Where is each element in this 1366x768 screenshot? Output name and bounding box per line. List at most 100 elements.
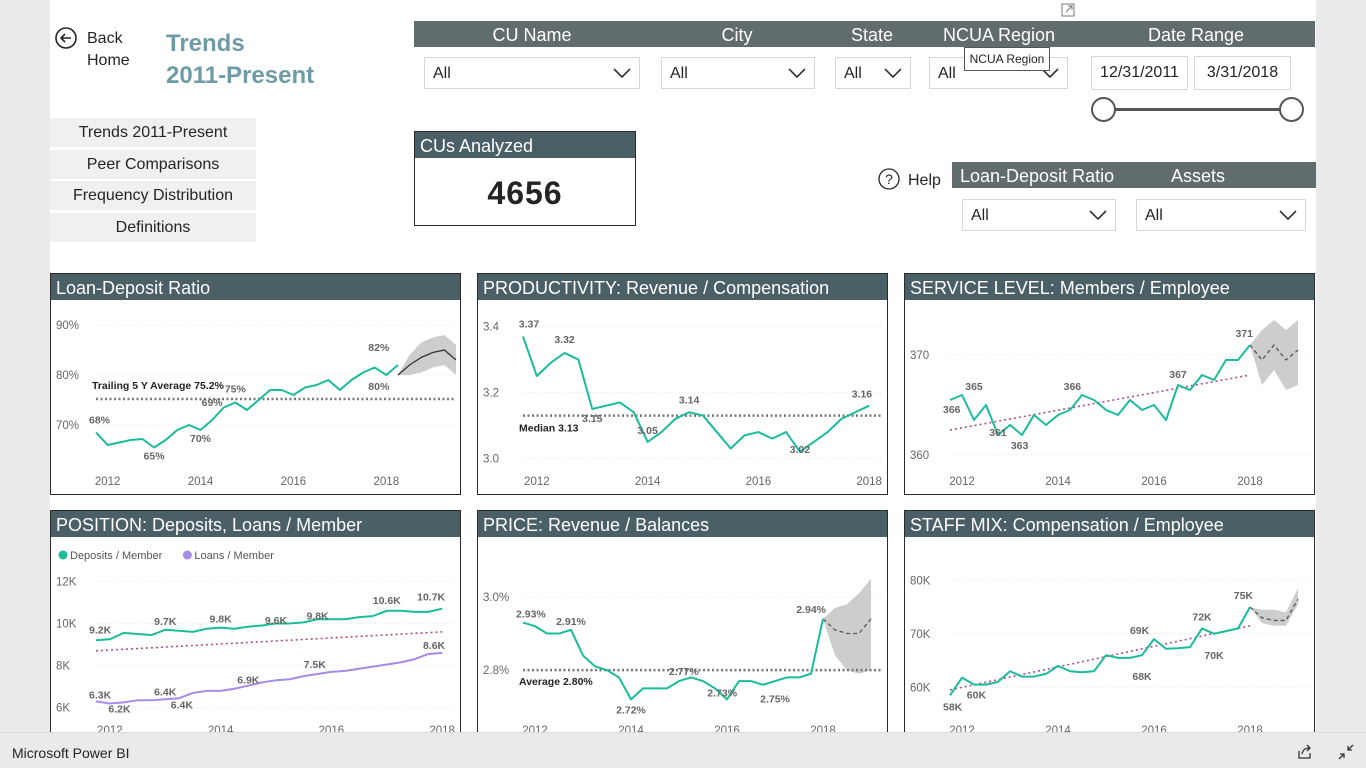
page-title: Trends 2011-Present: [166, 28, 314, 92]
data-label: 58K: [943, 701, 963, 713]
date-start-input[interactable]: 12/31/2011: [1091, 56, 1188, 90]
city-dropdown[interactable]: All: [661, 57, 815, 89]
filter-header-bar: CU Name City State NCUA Region Date Rang…: [414, 21, 1315, 47]
date-end-input[interactable]: 3/31/2018: [1194, 56, 1291, 90]
position-chart: 6K8K10K12K2012201420162018YearDeposits /…: [56, 550, 456, 732]
y-tick-label: 3.4: [483, 322, 500, 334]
date-slider-start-handle[interactable]: [1091, 97, 1116, 122]
series-line: [949, 606, 1251, 696]
reference-label: Trailing 5 Y Average 75.2%: [92, 380, 225, 392]
data-label: 68K: [1132, 671, 1152, 683]
forecast-line: [1249, 598, 1299, 622]
chart-card-position: POSITION: Deposits, Loans / Member 6K 8K 1…: [50, 510, 461, 732]
x-tick-label: 2018: [810, 725, 836, 732]
data-label: 3.16: [852, 389, 873, 401]
report-canvas: Back Home Trends 2011-Present Trends 201…: [50, 0, 1316, 732]
x-tick-label: 2012: [97, 725, 123, 732]
chart-card-price: PRICE: Revenue / Balances 2.8% 3.0% 2012 20…: [477, 510, 888, 732]
cu-name-value: All: [433, 65, 451, 82]
x-tick-label: 2014: [208, 725, 234, 732]
data-label: 3.02: [790, 444, 811, 456]
data-label: 69%: [202, 397, 224, 409]
loan-deposit-dropdown[interactable]: All: [962, 199, 1116, 231]
data-label: 3.15: [582, 413, 603, 425]
data-label: 3.37: [519, 318, 540, 330]
data-label: 70K: [1204, 650, 1224, 662]
productivity-chart: 3.03.23.42012201420162018YearMedian 3.13…: [483, 318, 883, 508]
data-label: 6.2K: [108, 703, 131, 715]
y-tick-label: 80%: [56, 370, 79, 382]
nav-peer-comparisons-button[interactable]: Peer Comparisons: [50, 150, 256, 179]
page-title-line2: 2011-Present: [166, 62, 315, 89]
data-label: 9.8K: [306, 611, 329, 623]
date-slider-track[interactable]: [1103, 108, 1293, 111]
ncua-region-tooltip: NCUA Region: [964, 47, 1050, 71]
y-tick-label: 3.0: [483, 453, 499, 465]
nav-definitions-button[interactable]: Definitions: [50, 213, 256, 242]
chart-title: PRODUCTIVITY: Revenue / Compensation: [478, 274, 887, 300]
x-tick-label: 2018: [1237, 725, 1263, 732]
data-label: 75K: [1234, 590, 1254, 602]
svg-text:?: ?: [885, 171, 893, 187]
loan-deposit-chart: 70%80%90%2012201420162018YearTrailing 5 …: [56, 320, 457, 508]
forecast-line: [1249, 343, 1299, 362]
ncua-region-label: NCUA Region: [942, 25, 1056, 45]
date-slider-end-handle[interactable]: [1279, 97, 1304, 122]
y-tick-label: 6K: [56, 703, 70, 715]
y-tick-label: 8K: [56, 661, 70, 673]
chart-card-service-level: SERVICE LEVEL: Members / Employee 360 370…: [904, 273, 1315, 508]
state-value: All: [844, 65, 862, 82]
data-label: 366: [1064, 381, 1082, 393]
series-line: [522, 618, 824, 701]
data-label: 366: [943, 404, 961, 416]
reference-label: Median 3.13: [519, 423, 579, 435]
loan-deposit-value: All: [971, 207, 989, 224]
nav-frequency-distribution-button[interactable]: Frequency Distribution: [50, 181, 256, 210]
state-dropdown[interactable]: All: [835, 57, 911, 89]
legend-marker: [182, 550, 192, 560]
x-tick-label: 2018: [856, 476, 882, 488]
assets-dropdown[interactable]: All: [1136, 199, 1306, 231]
data-label: 69K: [1130, 625, 1150, 637]
data-label: 2.77%: [669, 666, 699, 678]
share-icon[interactable]: [1296, 743, 1314, 761]
y-tick-label: 360: [910, 450, 929, 462]
x-tick-label: 2014: [1045, 476, 1071, 488]
data-label: 2.73%: [707, 688, 737, 700]
footer-brand: Microsoft Power BI: [12, 745, 130, 761]
nav-trends-button[interactable]: Trends 2011-Present: [50, 118, 256, 147]
assets-value: All: [1145, 207, 1163, 224]
x-tick-label: 2014: [618, 725, 644, 732]
data-label: 8.6K: [423, 640, 446, 652]
focus-mode-icon[interactable]: [1061, 3, 1075, 17]
x-tick-label: 2012: [524, 476, 550, 488]
forecast-line: [397, 349, 457, 376]
x-tick-label: 2016: [746, 476, 772, 488]
cu-name-label: CU Name: [492, 25, 572, 45]
series-line: [95, 607, 443, 642]
forecast-band: [1250, 320, 1298, 390]
data-label: 3.32: [554, 334, 575, 346]
y-tick-label: 70K: [910, 629, 931, 641]
y-tick-label: 70%: [56, 420, 79, 432]
data-label: 6.4K: [171, 699, 194, 711]
data-label: 75%: [225, 384, 247, 396]
x-tick-label: 2014: [188, 476, 214, 488]
chart-card-staff-mix: STAFF MIX: Compensation / Employee 60K 70…: [904, 510, 1315, 732]
y-tick-label: 3.0%: [483, 592, 509, 604]
forecast-band: [1250, 588, 1298, 626]
cu-name-dropdown[interactable]: All: [424, 57, 640, 89]
data-label: 9.8K: [210, 614, 233, 626]
y-tick-label: 12K: [56, 576, 77, 588]
x-tick-label: 2012: [949, 476, 975, 488]
data-label: 3.14: [679, 394, 700, 406]
back-home-button[interactable]: Back Home: [54, 26, 134, 76]
fullscreen-exit-icon[interactable]: [1337, 743, 1355, 761]
data-label: 7.5K: [304, 659, 327, 671]
ncua-region-value: All: [938, 65, 956, 82]
data-label: 2.93%: [516, 609, 546, 621]
chart-card-productivity: PRODUCTIVITY: Revenue / Compensation 3.0…: [477, 273, 888, 508]
staff-mix-chart: 60K70K80K2012201420162018Year58K60K69K68…: [910, 575, 1310, 732]
x-tick-label: 2016: [281, 476, 307, 488]
price-chart: 2.8%3.0%2012201420162018YearAverage 2.80…: [483, 578, 883, 732]
